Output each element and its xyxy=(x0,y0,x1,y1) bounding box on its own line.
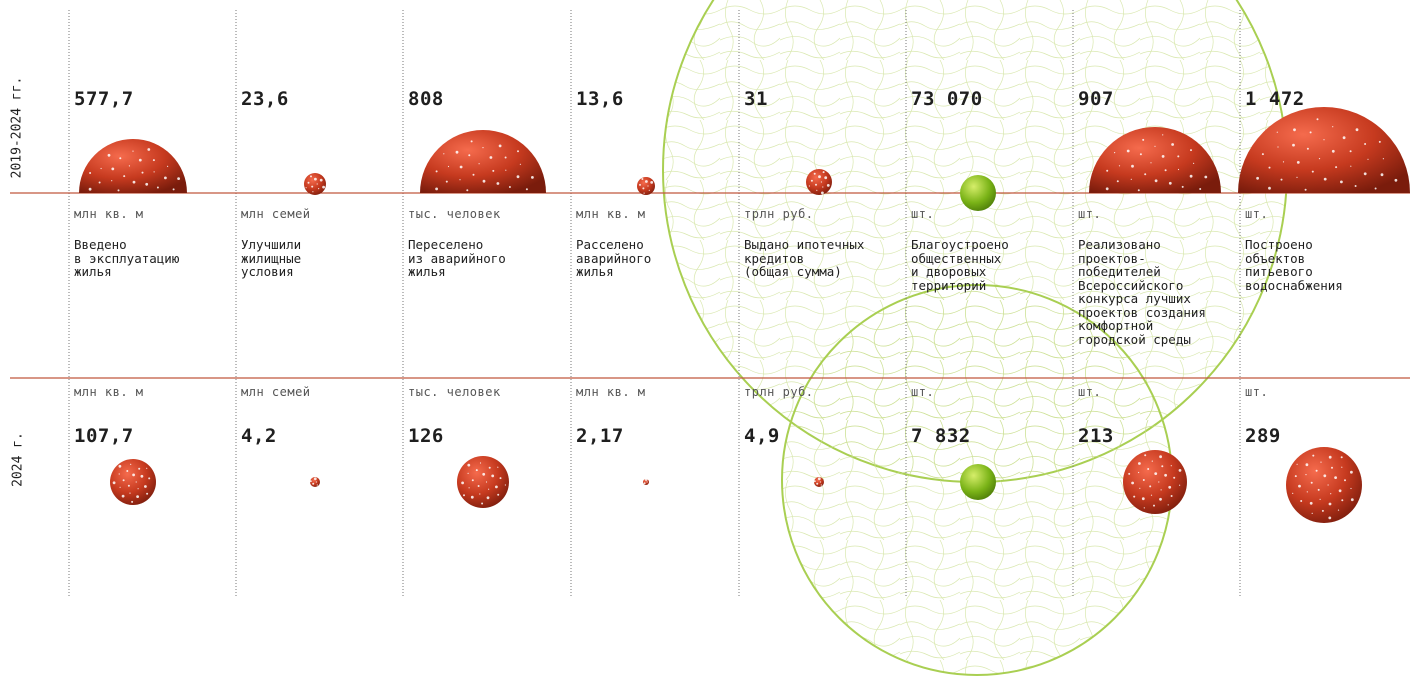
bubble-2019-2024-resettled_area xyxy=(637,177,655,195)
bubble-2019-2024-mortgages xyxy=(806,169,832,195)
bubble-2019-2024-housing xyxy=(79,139,187,193)
unit-label-top-families: млн семей xyxy=(241,207,311,221)
category-description-resettled_area: Расселено аварийного жилья xyxy=(576,237,652,279)
value-2024-resettled_people: 126 xyxy=(408,425,444,447)
value-2024-resettled_area: 2,17 xyxy=(576,425,624,447)
unit-label-top-resettled_area: млн кв. м xyxy=(576,207,646,221)
category-description-housing: Введено в эксплуатацию жилья xyxy=(74,237,180,279)
category-description-mortgages: Выдано ипотечных кредитов (общая сумма) xyxy=(744,237,865,279)
category-description-water_objects: Построено объектов питьевого водоснабжен… xyxy=(1245,237,1343,293)
value-2019-2024-public_spaces: 73 070 xyxy=(911,88,983,110)
category-description-urban_projects: Реализовано проектов- победителей Всерос… xyxy=(1078,237,1206,347)
value-2024-urban_projects: 213 xyxy=(1078,425,1114,447)
value-2019-2024-families: 23,6 xyxy=(241,88,289,110)
unit-label-top-resettled_people: тыс. человек xyxy=(408,207,501,221)
value-2019-2024-mortgages: 31 xyxy=(744,88,768,110)
category-description-resettled_people: Переселено из аварийного жилья xyxy=(408,237,506,279)
value-2019-2024-housing: 577,7 xyxy=(74,88,134,110)
bubble-2019-2024-urban_projects xyxy=(1089,127,1221,193)
value-2019-2024-resettled_people: 808 xyxy=(408,88,444,110)
bubble-2024-mortgages xyxy=(813,477,824,487)
unit-label-top-water_objects: шт. xyxy=(1245,207,1269,221)
value-2019-2024-water_objects: 1 472 xyxy=(1245,88,1305,110)
unit-label-bottom-resettled_area: млн кв. м xyxy=(576,385,646,399)
bubble-2024-resettled_people xyxy=(457,456,509,508)
unit-label-bottom-families: млн семей xyxy=(241,385,311,399)
bubble-2024-public_spaces xyxy=(960,464,996,500)
unit-label-top-mortgages: трлн руб. xyxy=(744,207,814,221)
bubble-2019-2024-resettled_people xyxy=(420,130,546,193)
bubble-2024-water_objects xyxy=(1286,447,1362,523)
value-2024-mortgages: 4,9 xyxy=(744,425,780,447)
value-2019-2024-urban_projects: 907 xyxy=(1078,88,1114,110)
unit-label-bottom-public_spaces: шт. xyxy=(911,385,935,399)
period-label-2019-2024: 2019-2024 гг. xyxy=(9,76,25,179)
value-2024-public_spaces: 7 832 xyxy=(911,425,971,447)
unit-label-top-urban_projects: шт. xyxy=(1078,207,1102,221)
category-description-public_spaces: Благоустроено общественных и дворовых те… xyxy=(911,237,1009,293)
bubble-2024-housing xyxy=(110,459,156,505)
unit-label-bottom-mortgages: трлн руб. xyxy=(744,385,814,399)
unit-label-top-housing: млн кв. м xyxy=(74,207,144,221)
bubble-2019-2024-public_spaces xyxy=(960,175,996,211)
unit-label-bottom-water_objects: шт. xyxy=(1245,385,1269,399)
value-2024-housing: 107,7 xyxy=(74,425,134,447)
value-2019-2024-resettled_area: 13,6 xyxy=(576,88,624,110)
bubble-2019-2024-water_objects xyxy=(1238,107,1410,193)
unit-label-top-public_spaces: шт. xyxy=(911,207,935,221)
unit-label-bottom-resettled_people: тыс. человек xyxy=(408,385,501,399)
bubble-2019-2024-families xyxy=(304,173,326,195)
bubble-2024-families xyxy=(309,477,320,487)
bubble-2024-urban_projects xyxy=(1123,450,1187,514)
period-label-2024: 2024 г. xyxy=(10,432,26,487)
value-2024-families: 4,2 xyxy=(241,425,277,447)
category-description-families: Улучшили жилищные условия xyxy=(241,237,302,279)
unit-label-bottom-housing: млн кв. м xyxy=(74,385,144,399)
value-2024-water_objects: 289 xyxy=(1245,425,1281,447)
unit-label-bottom-urban_projects: шт. xyxy=(1078,385,1102,399)
bubble-2024-resettled_area xyxy=(643,478,649,485)
